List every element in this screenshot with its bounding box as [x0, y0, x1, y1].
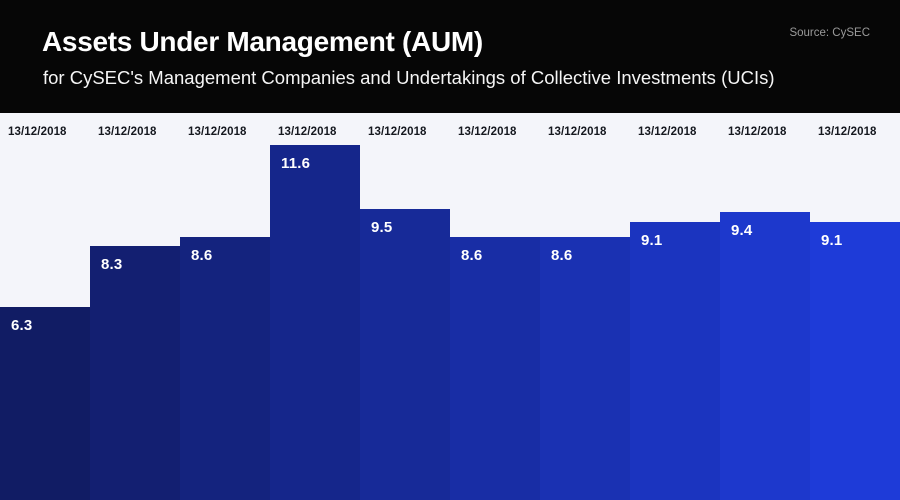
bar: 9.5 [360, 209, 450, 500]
bar-value-label: 9.1 [641, 232, 663, 249]
bar-value-label: 8.6 [461, 247, 483, 264]
chart-title: Assets Under Management (AUM) [42, 26, 483, 57]
bar-value-label: 8.6 [191, 247, 213, 264]
category-date-label: 13/12/2018 [638, 126, 697, 138]
bar-value-label: 9.1 [821, 232, 843, 249]
bar-value-label: 6.3 [11, 317, 33, 334]
bar: 8.3 [90, 246, 180, 500]
category-date-label: 13/12/2018 [818, 126, 877, 138]
category-date-label: 13/12/2018 [278, 126, 337, 138]
bar-chart: 13/12/2018 6.3 13/12/2018 8.3 13/12/2018… [0, 113, 900, 500]
bar: 9.4 [720, 212, 810, 500]
category-date-label: 13/12/2018 [8, 126, 67, 138]
bar: 6.3 [0, 307, 90, 500]
bar: 8.6 [540, 237, 630, 500]
bar-value-label: 11.6 [281, 155, 311, 172]
bar: 8.6 [450, 237, 540, 500]
category-date-label: 13/12/2018 [98, 126, 157, 138]
bar-value-label: 8.6 [551, 247, 573, 264]
category-date-label: 13/12/2018 [728, 126, 787, 138]
bar: 9.1 [630, 222, 720, 500]
chart-subtitle: for CySEC's Management Companies and Und… [43, 67, 775, 88]
chart-header: Assets Under Management (AUM) for CySEC'… [0, 0, 900, 113]
bar: 9.1 [810, 222, 900, 500]
bar-value-label: 8.3 [101, 256, 123, 273]
bar: 11.6 [270, 145, 360, 500]
bar-value-label: 9.5 [371, 219, 393, 236]
bar-value-label: 9.4 [731, 222, 753, 239]
bar: 8.6 [180, 237, 270, 500]
category-date-label: 13/12/2018 [188, 126, 247, 138]
category-date-label: 13/12/2018 [548, 126, 607, 138]
category-date-label: 13/12/2018 [368, 126, 427, 138]
source-label: Source: CySEC [789, 27, 870, 39]
category-date-label: 13/12/2018 [458, 126, 517, 138]
